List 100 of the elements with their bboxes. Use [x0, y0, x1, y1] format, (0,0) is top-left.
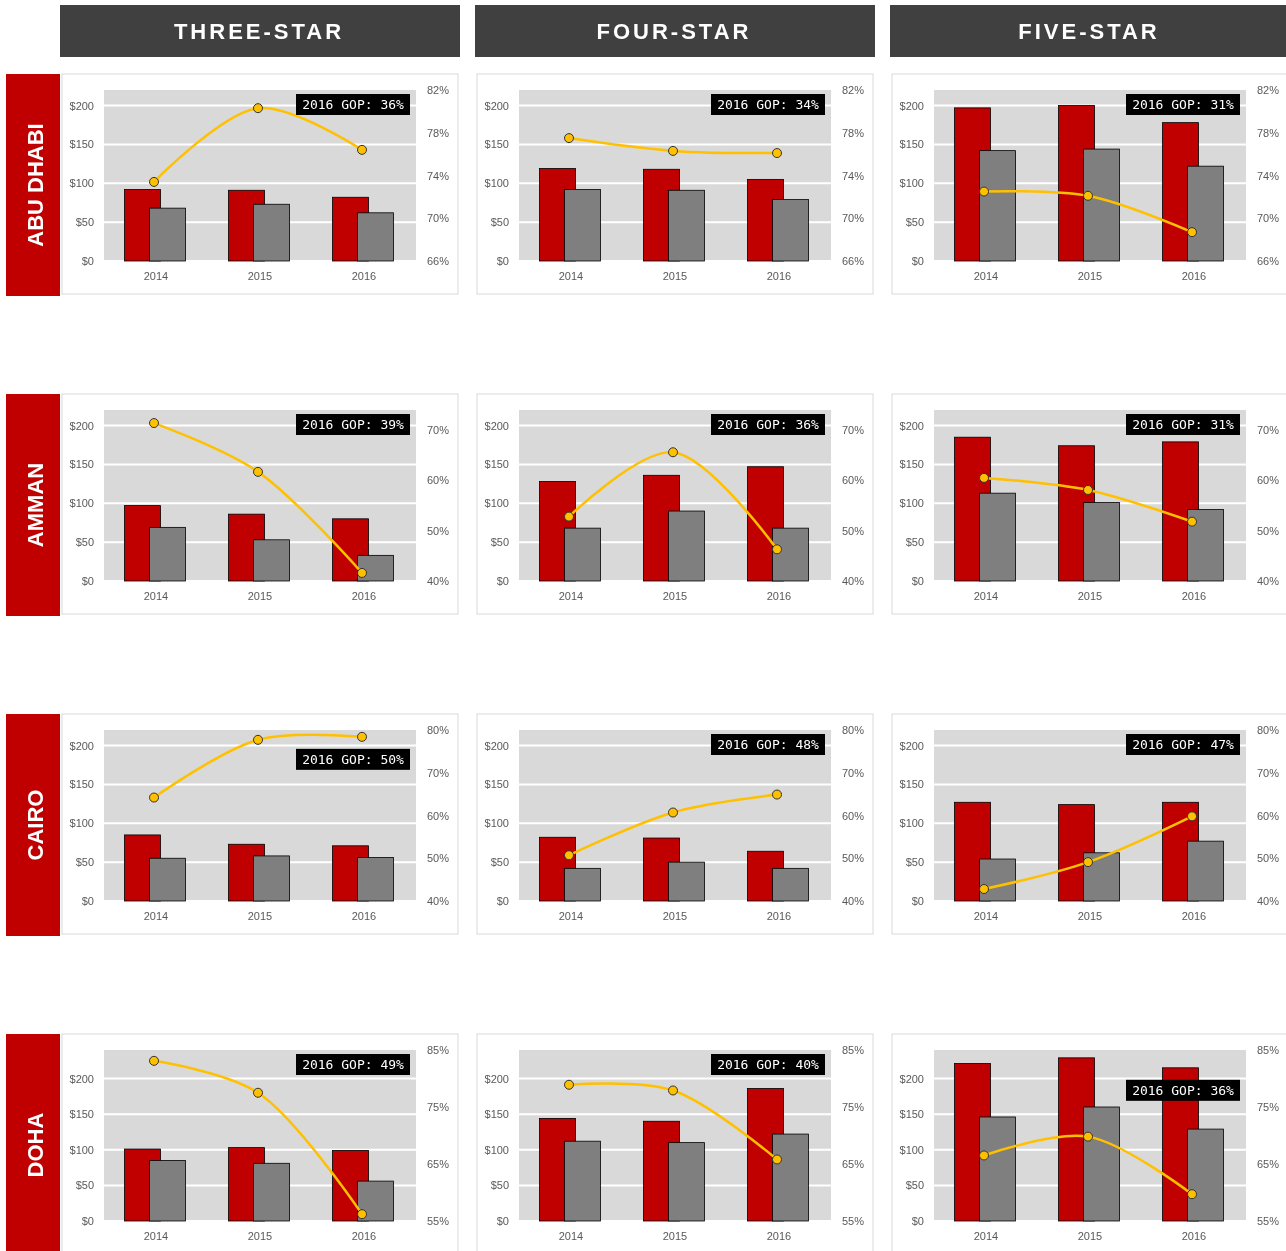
- y-tick-label: $100: [69, 1143, 94, 1156]
- y2-tick-label: 70%: [842, 766, 865, 779]
- y-axis-title: CAIRO: [23, 789, 48, 861]
- y2-tick-label: 55%: [427, 1215, 450, 1227]
- y2-tick-label: 82%: [842, 84, 865, 96]
- point: [772, 148, 782, 159]
- x-tick-label: 2015: [247, 270, 273, 282]
- y-tick-label: $100: [484, 497, 509, 510]
- y-tick-label: $150: [69, 1108, 94, 1121]
- x-tick-label: 2016: [351, 910, 377, 922]
- y-tick-label: $0: [911, 255, 924, 267]
- y-tick-label: $100: [484, 177, 509, 190]
- y-tick-label: $200: [69, 419, 94, 432]
- y2-tick-label: 40%: [1257, 575, 1280, 587]
- point: [1083, 857, 1093, 868]
- point: [564, 511, 574, 522]
- y-tick-label: $50: [905, 1179, 924, 1192]
- point: [668, 447, 678, 458]
- x-tick-label: 2014: [973, 270, 999, 282]
- point: [1187, 811, 1197, 822]
- y-tick-label: $200: [899, 419, 924, 432]
- x-tick-label: 2014: [143, 910, 169, 922]
- annotation: 2016 GOP: 50%: [302, 751, 405, 767]
- y-tick-label: $50: [490, 856, 509, 869]
- y2-tick-label: 65%: [1257, 1158, 1280, 1170]
- y2-tick-label: 50%: [427, 524, 450, 537]
- y-tick-label: $200: [484, 1072, 509, 1085]
- chart-title: FIVE-STAR: [1018, 19, 1160, 44]
- y-tick-label: $200: [899, 739, 924, 752]
- y-tick-label: $100: [899, 177, 924, 190]
- x-tick-label: 2015: [1077, 910, 1103, 922]
- y-tick-label: $100: [899, 817, 924, 830]
- y2-tick-label: 40%: [1257, 895, 1280, 907]
- y-tick-label: $200: [484, 739, 509, 752]
- x-tick-label: 2016: [351, 1230, 377, 1242]
- x-tick-label: 2015: [662, 270, 688, 282]
- y2-tick-label: 70%: [842, 424, 865, 437]
- x-tick-label: 2015: [247, 590, 273, 602]
- x-tick-label: 2014: [558, 270, 584, 282]
- y-tick-label: $200: [69, 99, 94, 112]
- y2-tick-label: 50%: [842, 524, 865, 537]
- y-tick-label: $150: [899, 138, 924, 151]
- y-tick-label: $0: [496, 575, 509, 587]
- x-tick-label: 2016: [1181, 590, 1207, 602]
- y-tick-label: $100: [484, 817, 509, 830]
- x-tick-label: 2015: [1077, 270, 1103, 282]
- y2-tick-label: 85%: [1257, 1044, 1280, 1056]
- y-tick-label: $0: [81, 895, 94, 907]
- chart-title: FOUR-STAR: [596, 19, 752, 44]
- point: [1083, 484, 1093, 495]
- point: [564, 850, 574, 861]
- y-tick-label: $100: [69, 177, 94, 190]
- point: [979, 884, 989, 895]
- x-tick-label: 2014: [143, 590, 169, 602]
- point: [979, 472, 989, 483]
- y-tick-label: $50: [490, 216, 509, 229]
- point: [253, 466, 263, 477]
- point: [772, 1154, 782, 1165]
- y-tick-label: $50: [75, 536, 94, 549]
- point: [772, 789, 782, 800]
- y-tick-label: $50: [905, 856, 924, 869]
- x-tick-label: 2016: [1181, 1230, 1207, 1242]
- annotation: 2016 GOP: 31%: [1132, 417, 1235, 432]
- x-tick-label: 2016: [351, 590, 377, 602]
- y2-tick-label: 85%: [427, 1044, 450, 1056]
- x-tick-label: 2016: [766, 270, 792, 282]
- y-tick-label: $0: [81, 255, 94, 267]
- y-tick-label: $0: [911, 575, 924, 587]
- y-tick-label: $0: [81, 575, 94, 587]
- point: [149, 792, 159, 803]
- x-tick-label: 2014: [558, 590, 584, 602]
- y2-tick-label: 55%: [842, 1215, 865, 1227]
- y2-tick-label: 66%: [427, 255, 450, 267]
- y2-tick-label: 70%: [842, 212, 865, 225]
- y2-tick-label: 65%: [427, 1158, 450, 1170]
- y2-tick-label: 70%: [427, 424, 450, 437]
- annotation: 2016 GOP: 36%: [302, 97, 405, 112]
- x-tick-label: 2014: [558, 1230, 584, 1242]
- y2-tick-label: 50%: [1257, 852, 1280, 865]
- y-axis-title: ABU DHABI: [23, 123, 48, 247]
- y-tick-label: $150: [899, 778, 924, 791]
- point: [772, 544, 782, 555]
- x-tick-label: 2015: [1077, 590, 1103, 602]
- annotation: 2016 GOP: 49%: [302, 1057, 405, 1072]
- y2-tick-label: 70%: [427, 766, 450, 779]
- y2-tick-label: 78%: [427, 126, 450, 139]
- y2-tick-label: 74%: [427, 169, 450, 182]
- annotation: 2016 GOP: 36%: [1132, 1082, 1235, 1098]
- point: [149, 418, 159, 429]
- y-tick-label: $150: [484, 138, 509, 151]
- y-tick-label: $100: [69, 497, 94, 510]
- y2-tick-label: 50%: [1257, 524, 1280, 537]
- y-tick-label: $0: [496, 1215, 509, 1227]
- y2-tick-label: 60%: [1257, 809, 1280, 822]
- x-tick-label: 2015: [247, 1230, 273, 1242]
- y-axis-title: AMMAN: [23, 462, 48, 548]
- x-tick-label: 2014: [558, 910, 584, 922]
- y2-tick-label: 70%: [427, 212, 450, 225]
- y-tick-label: $200: [69, 739, 94, 752]
- annotation: 2016 GOP: 40%: [717, 1057, 820, 1072]
